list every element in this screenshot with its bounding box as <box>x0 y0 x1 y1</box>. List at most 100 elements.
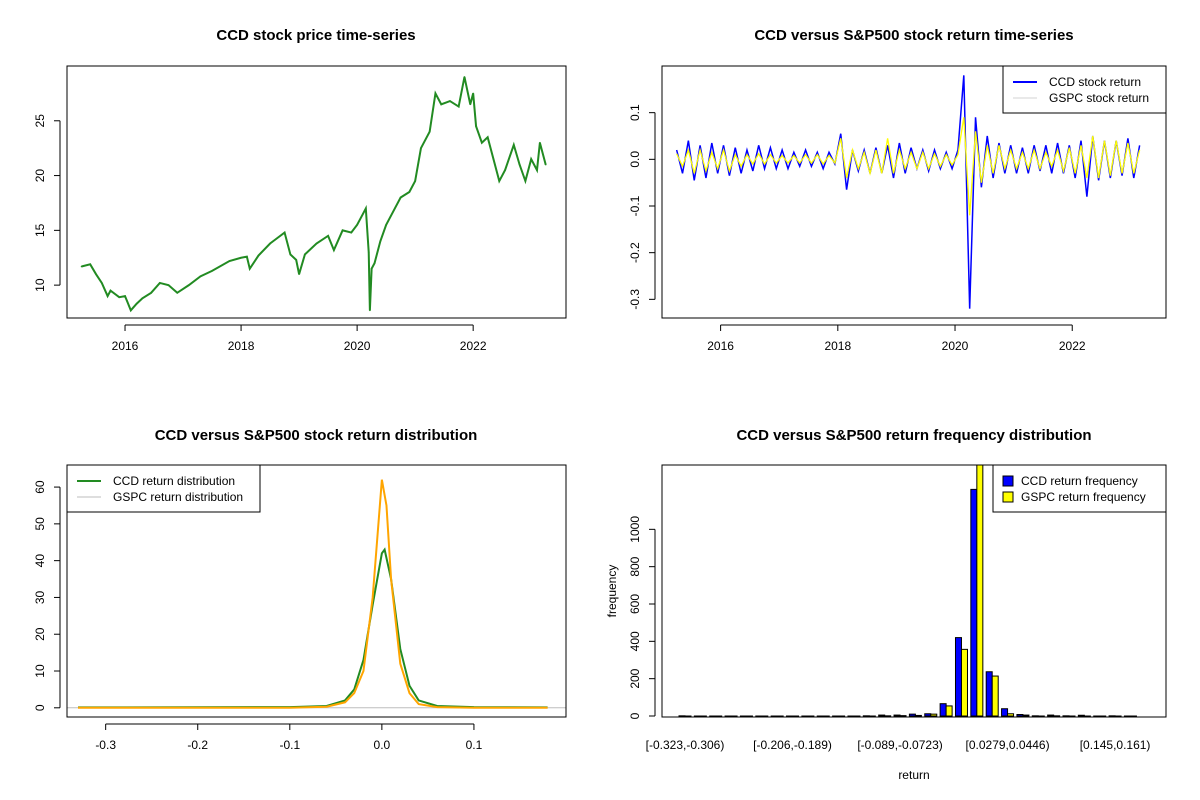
y-tick-label: 400 <box>628 631 642 651</box>
legend: CCD stock return GSPC stock return <box>1002 65 1167 114</box>
x-tick-label: [0.0279,0.0446) <box>966 738 1050 752</box>
legend-swatch-ccd <box>1002 475 1014 487</box>
x-tick-label: 2020 <box>344 339 371 353</box>
gspc-bar <box>960 648 968 717</box>
gspc-bar <box>945 705 953 717</box>
x-tick-label: 2022 <box>1059 339 1086 353</box>
price-point <box>486 136 489 139</box>
y-tick-label: 50 <box>33 517 47 531</box>
price-point <box>498 180 501 182</box>
gspc-bar <box>914 714 922 717</box>
y-tick-label: 15 <box>33 223 47 237</box>
y-tick-label: 20 <box>33 627 47 641</box>
x-tick-label: 2016 <box>112 339 139 353</box>
price-point <box>118 296 121 298</box>
ccd-bar <box>970 488 978 717</box>
legend-box <box>992 464 1167 513</box>
y-tick-label: 10 <box>33 278 47 292</box>
price-point <box>367 251 370 254</box>
price-point <box>257 254 260 257</box>
ccd-bar <box>1093 715 1101 717</box>
legend-label: CCD return frequency <box>1021 474 1138 488</box>
price-point <box>504 169 506 171</box>
x-tick-label: -0.2 <box>187 738 208 752</box>
ccd-bar <box>1031 715 1039 717</box>
ccd-bar <box>739 715 747 717</box>
price-point <box>475 125 477 128</box>
price-point <box>228 260 231 262</box>
ccd-bar <box>908 713 916 717</box>
y-tick-label: 40 <box>33 554 47 568</box>
ccd-bar <box>1062 715 1070 717</box>
price-point <box>449 100 451 102</box>
x-tick-label: 0.1 <box>466 738 483 752</box>
x-tick-label: [-0.206,-0.189) <box>753 738 832 752</box>
price-point <box>414 180 416 182</box>
price-point <box>95 273 97 275</box>
gspc-bar <box>1022 714 1030 717</box>
price-point <box>365 207 367 210</box>
panel-2: CCD versus S&P500 stock return time-seri… <box>628 27 1167 353</box>
gspc-bar <box>899 715 907 717</box>
plot-frame <box>66 464 567 718</box>
y-tick-label: 0.1 <box>628 104 642 121</box>
ccd-bar <box>1016 714 1024 717</box>
gspc-bar <box>792 715 800 717</box>
y-tick-label: 0 <box>628 712 642 719</box>
gspc-bar <box>1037 715 1045 717</box>
x-tick-label: 2018 <box>824 339 851 353</box>
gspc-bar <box>838 715 846 717</box>
x-tick-label: -0.1 <box>279 738 300 752</box>
y-tick-label: -0.1 <box>628 195 642 216</box>
price-point <box>188 284 190 286</box>
ccd-bar <box>954 637 962 717</box>
price-point <box>440 103 443 106</box>
price-point <box>275 238 277 240</box>
price-point <box>369 309 371 312</box>
legend-box <box>1002 65 1167 114</box>
legend-box <box>66 464 261 513</box>
ccd-bar <box>985 671 993 717</box>
gspc-bar <box>730 715 738 717</box>
price-point <box>124 295 126 297</box>
price-point <box>106 295 109 297</box>
ccd-bar <box>1123 715 1131 717</box>
ccd-bar <box>1077 714 1085 717</box>
ccd-bar <box>1047 714 1055 717</box>
gspc-density-line <box>78 479 548 709</box>
ccd-bar <box>724 715 732 717</box>
y-tick-label: -0.3 <box>628 289 642 310</box>
gspc-bar <box>1083 715 1091 717</box>
price-point <box>472 92 474 95</box>
ccd-bar <box>709 715 717 717</box>
y-tick-label: 10 <box>33 664 47 678</box>
x-tick-label: 2016 <box>707 339 734 353</box>
legend-label: CCD return distribution <box>113 474 235 488</box>
y-tick-label: 600 <box>628 594 642 614</box>
price-point <box>370 267 373 270</box>
gspc-bar <box>1053 715 1061 717</box>
y-tick-label: 20 <box>33 169 47 183</box>
price-point <box>240 256 242 259</box>
y-tick-label: -0.2 <box>628 242 642 263</box>
price-point <box>167 284 170 286</box>
price-point <box>246 255 248 258</box>
gspc-bar <box>1114 715 1122 717</box>
y-tick-label: 1000 <box>628 516 642 543</box>
gspc-bar <box>868 715 876 717</box>
ccd-bar <box>755 715 763 717</box>
y-tick-label: 200 <box>628 668 642 688</box>
price-point <box>333 249 335 251</box>
price-point <box>211 270 213 272</box>
price-point <box>248 267 251 270</box>
gspc-bar <box>1099 715 1107 717</box>
ccd-bar <box>847 715 855 717</box>
price-point <box>428 130 431 133</box>
x-tick-label: -0.3 <box>95 738 116 752</box>
gspc-bar <box>699 715 707 717</box>
gspc-bar <box>822 715 830 717</box>
y-tick-label: 25 <box>33 114 47 128</box>
price-point <box>283 231 286 234</box>
